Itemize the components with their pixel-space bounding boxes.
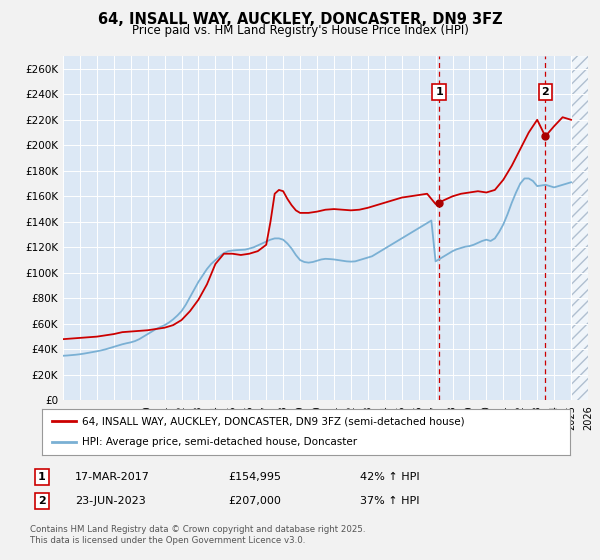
Text: 64, INSALL WAY, AUCKLEY, DONCASTER, DN9 3FZ: 64, INSALL WAY, AUCKLEY, DONCASTER, DN9 …: [98, 12, 502, 27]
Text: £207,000: £207,000: [228, 496, 281, 506]
Bar: [571, 56, 588, 400]
Text: 64, INSALL WAY, AUCKLEY, DONCASTER, DN9 3FZ (semi-detached house): 64, INSALL WAY, AUCKLEY, DONCASTER, DN9 …: [82, 416, 464, 426]
Text: 1: 1: [435, 87, 443, 97]
Text: Contains HM Land Registry data © Crown copyright and database right 2025.
This d: Contains HM Land Registry data © Crown c…: [30, 525, 365, 545]
Text: 37% ↑ HPI: 37% ↑ HPI: [360, 496, 419, 506]
Text: 17-MAR-2017: 17-MAR-2017: [75, 472, 150, 482]
Text: £154,995: £154,995: [228, 472, 281, 482]
Text: 2: 2: [38, 496, 46, 506]
Text: HPI: Average price, semi-detached house, Doncaster: HPI: Average price, semi-detached house,…: [82, 437, 357, 447]
Text: 2: 2: [541, 87, 549, 97]
Text: 23-JUN-2023: 23-JUN-2023: [75, 496, 146, 506]
Text: 42% ↑ HPI: 42% ↑ HPI: [360, 472, 419, 482]
Text: Price paid vs. HM Land Registry's House Price Index (HPI): Price paid vs. HM Land Registry's House …: [131, 24, 469, 37]
Bar: [571, 56, 588, 400]
Text: 1: 1: [38, 472, 46, 482]
